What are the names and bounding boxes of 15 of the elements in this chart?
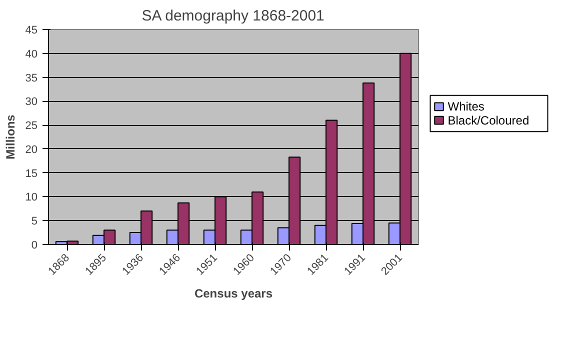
y-tick-label: 5 (31, 216, 38, 228)
y-tick-label: 0 (31, 240, 38, 252)
y-tick-label: 15 (25, 168, 38, 180)
x-axis-title: Census years (194, 286, 273, 300)
chart-title: SA demography 1868-2001 (142, 8, 324, 24)
y-tick-label: 45 (25, 24, 38, 36)
y-tick-label: 40 (25, 48, 38, 60)
y-tick-label: 30 (25, 96, 38, 108)
legend-label: Whites (448, 100, 484, 114)
y-tick-label: 20 (25, 144, 38, 156)
y-tick-label: 10 (25, 192, 38, 204)
y-tick-label: 25 (25, 120, 38, 132)
legend-label: Black/Coloured (448, 113, 530, 128)
y-axis-title: Millions (3, 114, 18, 160)
y-tick-label: 35 (25, 72, 38, 84)
